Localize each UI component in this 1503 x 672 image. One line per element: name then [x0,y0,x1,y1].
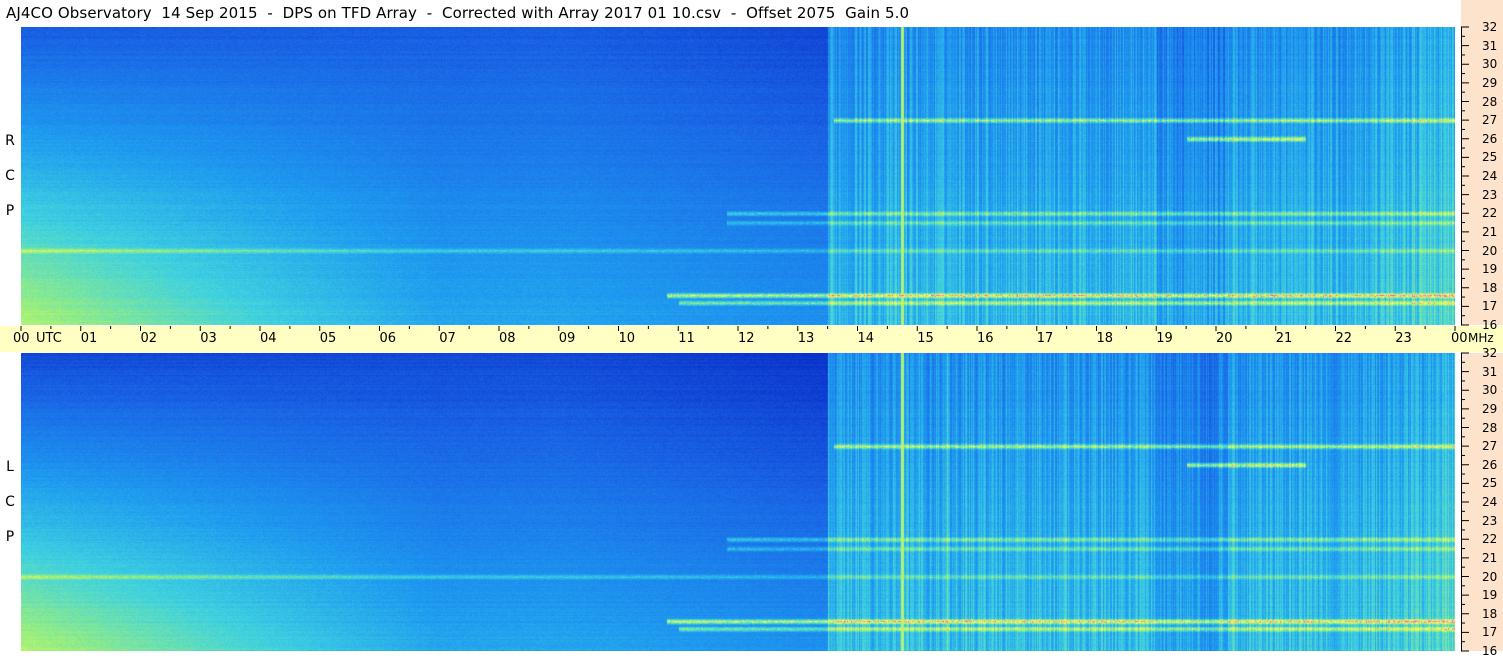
panel-label-rcp-p: P [5,203,15,219]
freq-tick-label: 29 [1482,401,1498,416]
utc-tick-label: 00 [13,331,30,346]
utc-tick-label: 08 [499,331,516,346]
freq-tick-label: 25 [1482,150,1498,165]
freq-tick-label: 18 [1482,280,1498,295]
spectrogram-rcp [21,27,1455,325]
freq-tick-label: 20 [1482,569,1498,584]
utc-tick-label: 20 [1216,331,1233,346]
freq-tick-label: 22 [1482,532,1498,547]
utc-tick-label: 22 [1335,331,1353,346]
utc-tick-label: 19 [1156,331,1173,346]
freq-tick-label: 29 [1482,75,1498,90]
utc-tick-label: 05 [319,331,337,346]
utc-tick-label: 02 [140,331,158,346]
freq-tick-label: 17 [1482,299,1498,314]
freq-tick-label: 21 [1482,550,1498,565]
freq-tick-label: 30 [1482,383,1498,398]
panel-label-lcp-c: C [5,494,15,510]
freq-tick-label: 19 [1482,588,1498,603]
freq-tick-label: 20 [1482,243,1498,258]
utc-tick-label: 10 [618,331,636,346]
spectrogram-lcp [21,353,1455,651]
utc-tick-label: 01 [80,331,98,346]
freq-tick-label: 22 [1482,206,1498,221]
spectrogram-lcp-canvas [21,353,1455,651]
utc-tick-label: 17 [1036,331,1054,346]
freq-tick-label: 23 [1482,187,1498,202]
utc-tick-label: 18 [1096,331,1114,346]
utc-tick-label: 12 [738,331,755,346]
freq-tick-label: 32 [1482,20,1498,34]
panel-label-rcp-c: C [5,168,15,184]
freq-axis-top-strip [1461,0,1503,27]
utc-tick-label: 13 [797,331,815,346]
utc-tick-label: 16 [977,331,994,346]
freq-tick-label: 24 [1482,495,1498,509]
utc-tick-label: 15 [917,331,934,346]
utc-tick-label: 21 [1275,331,1293,346]
panel-label-lcp-l: L [6,459,14,475]
freq-tick-label: 25 [1482,476,1498,491]
utc-tick-label: 00 [1451,331,1468,346]
page-title: AJ4CO Observatory 14 Sep 2015 - DPS on T… [6,4,910,22]
freq-tick-label: 32 [1482,346,1498,360]
utc-tick-label: 07 [439,331,456,346]
freq-tick-label: 28 [1482,420,1498,435]
freq-tick-label: 16 [1482,644,1498,658]
utc-tick-label: 11 [678,331,695,346]
freq-tick-label: 26 [1482,131,1498,146]
freq-unit-label: MHz [1468,331,1494,345]
utc-time-axis [0,326,1461,352]
freq-tick-label: 28 [1482,94,1498,109]
freq-tick-label: 18 [1482,606,1498,621]
freq-tick-label: 26 [1482,457,1498,472]
panel-label-lcp-p: P [5,529,15,545]
utc-tick-label: 09 [558,331,576,346]
freq-tick-label: 19 [1482,262,1498,277]
utc-tick-label: 04 [260,331,277,346]
utc-time-axis-right [1461,326,1503,352]
freq-tick-label: 17 [1482,625,1498,640]
freq-tick-label: 27 [1482,113,1498,128]
freq-tick-label: 23 [1482,513,1498,528]
freq-tick-label: 24 [1482,169,1498,183]
utc-tick-label: 14 [857,331,875,346]
freq-tick-label: 16 [1482,318,1498,332]
utc-axis-label: UTC [36,331,62,346]
utc-tick-label: 03 [200,331,217,346]
freq-tick-label: 31 [1482,364,1498,379]
panel-label-rcp-r: R [5,133,15,149]
freq-tick-label: 27 [1482,439,1498,454]
utc-tick-label: 23 [1395,331,1412,346]
utc-tick-label: 06 [379,331,397,346]
freq-tick-label: 31 [1482,38,1498,53]
spectrogram-rcp-canvas [21,27,1455,325]
freq-tick-label: 30 [1482,57,1498,72]
freq-tick-label: 21 [1482,224,1498,239]
